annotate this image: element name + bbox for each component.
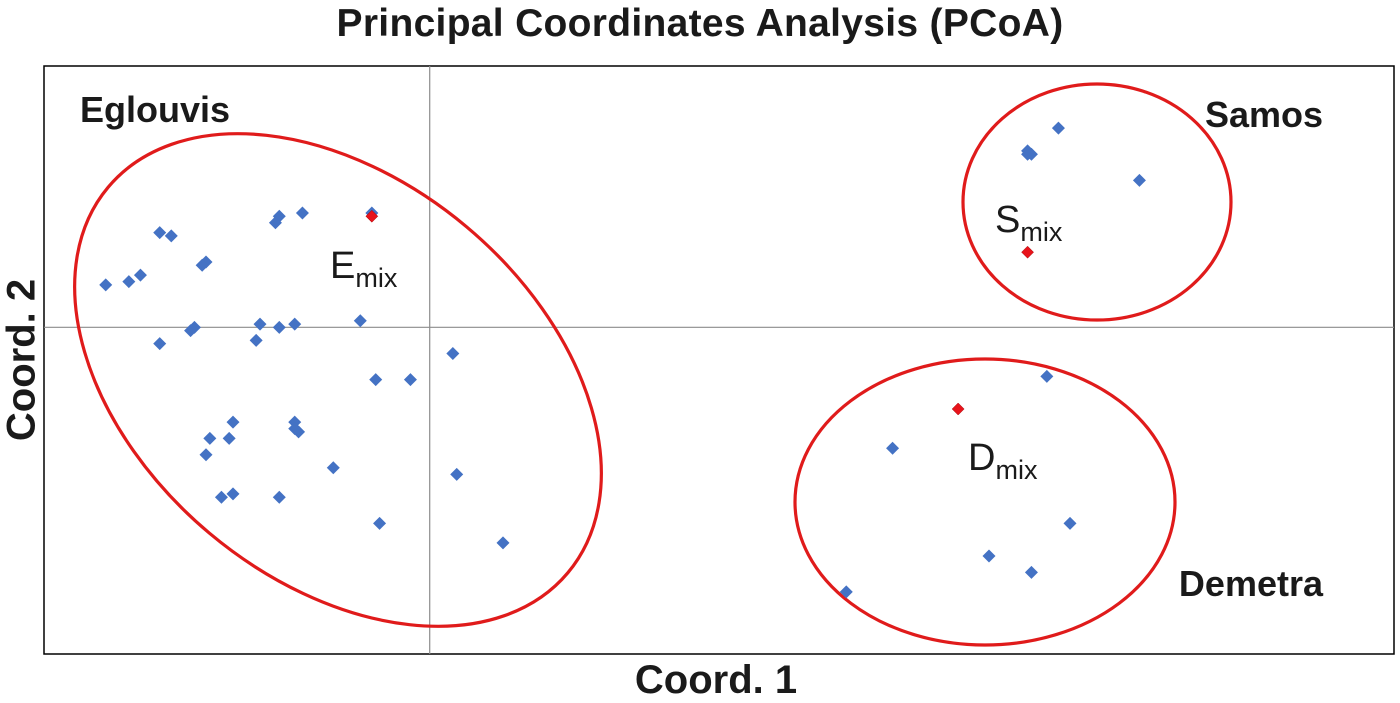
eglouvis-point bbox=[288, 317, 302, 331]
plot-frame bbox=[43, 65, 1395, 655]
eglouvis-point bbox=[353, 314, 367, 328]
demetra-point bbox=[886, 441, 900, 455]
eglouvis-point bbox=[369, 373, 383, 387]
eglouvis-point bbox=[450, 467, 464, 481]
eglouvis-point bbox=[403, 373, 417, 387]
demetra-point bbox=[982, 549, 996, 563]
eglouvis-point bbox=[326, 461, 340, 475]
eglouvis-point bbox=[99, 278, 113, 292]
eglouvis-point bbox=[122, 275, 136, 289]
samos-point bbox=[1051, 121, 1065, 135]
y-axis-label-area: Coord. 2 bbox=[0, 66, 44, 654]
eglouvis-point bbox=[226, 487, 240, 501]
samos-group-label: Samos bbox=[1205, 94, 1323, 135]
eglouvis-point bbox=[288, 422, 302, 436]
demetra-group-label: Demetra bbox=[1179, 563, 1324, 604]
chart-title: Principal Coordinates Analysis (PCoA) bbox=[336, 2, 1064, 45]
eglouvis-group-label: Eglouvis bbox=[80, 89, 230, 130]
eglouvis-point bbox=[199, 448, 213, 462]
eglouvis-point bbox=[153, 226, 167, 240]
eglouvis-point bbox=[373, 516, 387, 530]
samos-mix-point bbox=[1021, 245, 1034, 259]
eglouvis-point bbox=[222, 431, 236, 445]
demetra-cluster-ellipse bbox=[793, 357, 1177, 647]
eglouvis-point bbox=[446, 346, 460, 360]
eglouvis-point bbox=[226, 415, 240, 429]
eglouvis-mix-point bbox=[365, 209, 379, 223]
eglouvis-point bbox=[295, 206, 309, 220]
demetra-mix-label: Dmix bbox=[968, 437, 1038, 485]
eglouvis-point bbox=[164, 229, 178, 243]
eglouvis-point bbox=[133, 268, 147, 282]
x-axis-label: Coord. 1 bbox=[634, 658, 798, 702]
eglouvis-point bbox=[268, 216, 282, 230]
samos-mix-label: Smix bbox=[995, 199, 1063, 247]
samos-cluster-ellipse bbox=[961, 82, 1233, 322]
eglouvis-point bbox=[272, 490, 286, 504]
demetra-point bbox=[1063, 516, 1077, 530]
eglouvis-mix-label: Emix bbox=[330, 245, 398, 293]
eglouvis-point bbox=[288, 415, 302, 429]
demetra-point bbox=[1024, 565, 1038, 579]
demetra-point bbox=[1040, 369, 1054, 383]
eglouvis-point bbox=[153, 337, 167, 351]
eglouvis-point bbox=[203, 431, 217, 445]
annotations: Emix Eglouvis Smix Samos Dmix Demetra bbox=[80, 89, 1324, 604]
y-axis-label: Coord. 2 bbox=[0, 278, 44, 442]
eglouvis-point bbox=[195, 258, 209, 272]
data-points bbox=[99, 121, 1146, 599]
eglouvis-point bbox=[496, 536, 510, 550]
eglouvis-point bbox=[184, 324, 198, 338]
eglouvis-point bbox=[253, 317, 267, 331]
eglouvis-point bbox=[272, 320, 286, 334]
samos-point bbox=[1021, 147, 1035, 161]
demetra-mix-point bbox=[951, 402, 965, 416]
eglouvis-point bbox=[249, 333, 263, 347]
cluster-ellipses bbox=[73, 82, 1233, 647]
zero-lines bbox=[44, 66, 1394, 654]
demetra-point bbox=[839, 585, 853, 599]
eglouvis-cluster-ellipse bbox=[73, 132, 603, 628]
eglouvis-point bbox=[214, 490, 228, 504]
samos-point bbox=[1132, 173, 1146, 187]
